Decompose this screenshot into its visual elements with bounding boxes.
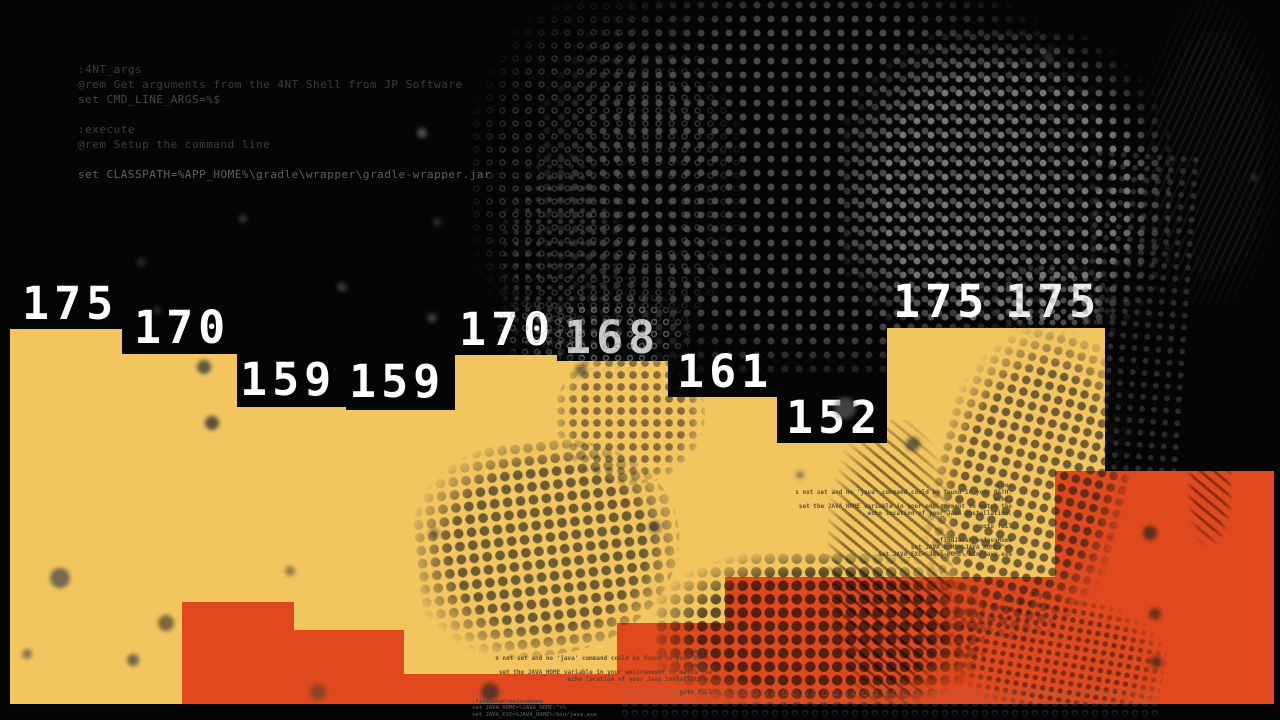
globe-shadow-stripes: [828, 420, 953, 710]
java-error-text-bottom: echo. s not set and no 'java' command cou…: [412, 648, 713, 697]
value-label: 170: [459, 307, 555, 352]
code-line: s not set and no 'java' command could be…: [495, 654, 712, 662]
bokeh-dot: [1150, 656, 1162, 668]
value-label: 175: [1005, 279, 1101, 324]
bottom-letterbox: [0, 704, 1280, 720]
bokeh-dot: [1043, 52, 1053, 62]
code-line: set the JAVA_HOME variable in your envir…: [498, 668, 712, 676]
bokeh-dot: [906, 437, 920, 451]
code-line: set JAVA_HOME=%JAVA_HOME:"=%: [910, 544, 1012, 552]
bottom-edge-dots: [620, 688, 1160, 720]
code-line: set CMD_LINE_ARGS=%$: [78, 93, 221, 106]
bokeh-dot: [197, 360, 211, 374]
bokeh-dot: [427, 313, 437, 323]
bokeh-dot: [285, 566, 295, 576]
value-bar: [10, 329, 122, 704]
code-line: goto fail: [979, 523, 1012, 531]
code-line: echo.: [693, 648, 712, 655]
code-line: echo location of your Java installation.: [567, 675, 713, 683]
code-line: set the JAVA_HOME variable in your envir…: [798, 502, 1012, 510]
bokeh-dot: [1250, 174, 1258, 182]
value-label: 152: [786, 391, 883, 444]
code-line: set CLASSPATH=%APP_HOME%\gradle\wrapper\…: [78, 168, 492, 181]
code-line: s not set and no 'java' command could be…: [795, 488, 1012, 496]
gradle-batch-code-block: :4NT_args @rem Get arguments from the 4NT…: [78, 62, 491, 182]
value-label: 159: [240, 353, 337, 406]
bokeh-dot: [433, 218, 441, 226]
code-line: set JAVA_HOME=%JAVA_HOME:"=%: [472, 705, 567, 712]
bokeh-dot: [310, 684, 326, 700]
bokeh-dot: [153, 306, 161, 314]
globe-shadow-squiggle: [1188, 430, 1232, 545]
bokeh-dot: [22, 649, 32, 659]
bokeh-dot: [337, 282, 347, 292]
code-line: set JAVA_EXE=%JAVA_HOME%/bin/java.exe: [472, 711, 597, 718]
java-error-text-right: echo. s not set and no 'java' command cou…: [712, 482, 1013, 559]
bokeh-dot: [127, 654, 139, 666]
code-line: goto fail: [412, 690, 712, 697]
continent-dots-over-orange: [655, 552, 985, 712]
dots-over-label-175: [992, 262, 1112, 337]
java-home-code-footer: :findJavaFromJavaHome set JAVA_HOME=%JAVA…: [472, 699, 597, 718]
code-line: echo location of your Java installation.: [867, 509, 1013, 517]
code-line: @rem Get arguments from the 4NT Shell fr…: [78, 78, 463, 91]
value-label: 175: [22, 277, 119, 330]
code-line: :findJavaFromJavaHome: [936, 537, 1012, 545]
bokeh-dot: [834, 397, 856, 419]
code-line: echo.: [993, 482, 1012, 489]
bokeh-dot: [158, 615, 174, 631]
value-label: 161: [677, 345, 774, 398]
value-label: 170: [134, 301, 231, 354]
bokeh-dot: [50, 568, 70, 588]
globe-rim-arcs: [1140, 0, 1280, 310]
bokeh-dot: [239, 215, 247, 223]
orange-block: [404, 674, 617, 704]
bokeh-dot: [649, 521, 661, 533]
bokeh-dot: [1149, 608, 1161, 620]
orange-block: [182, 602, 294, 704]
dots-over-label-168: [540, 292, 690, 372]
bokeh-dot: [575, 364, 587, 376]
code-line: :execute: [78, 123, 135, 136]
bokeh-dot: [136, 257, 146, 267]
dots-over-label-170: [495, 298, 585, 360]
code-line: @rem Setup the command line: [78, 138, 271, 151]
value-label: 159: [349, 355, 446, 408]
code-line: echo.: [693, 661, 712, 669]
code-line: :findJavaFromJavaHome: [472, 699, 543, 705]
bokeh-dot: [1143, 526, 1157, 540]
bokeh-dot: [429, 528, 439, 538]
code-line: :4NT_args: [78, 63, 143, 76]
code-line: set JAVA_EXE=%JAVA_HOME%/bin/java.exe: [878, 551, 1012, 559]
value-label: 175: [893, 275, 990, 328]
bokeh-dot: [205, 416, 219, 430]
code-line: echo.: [993, 495, 1012, 503]
bokeh-dot: [796, 471, 804, 479]
bokeh-dot: [481, 683, 499, 701]
bokeh-dot: [417, 128, 427, 138]
